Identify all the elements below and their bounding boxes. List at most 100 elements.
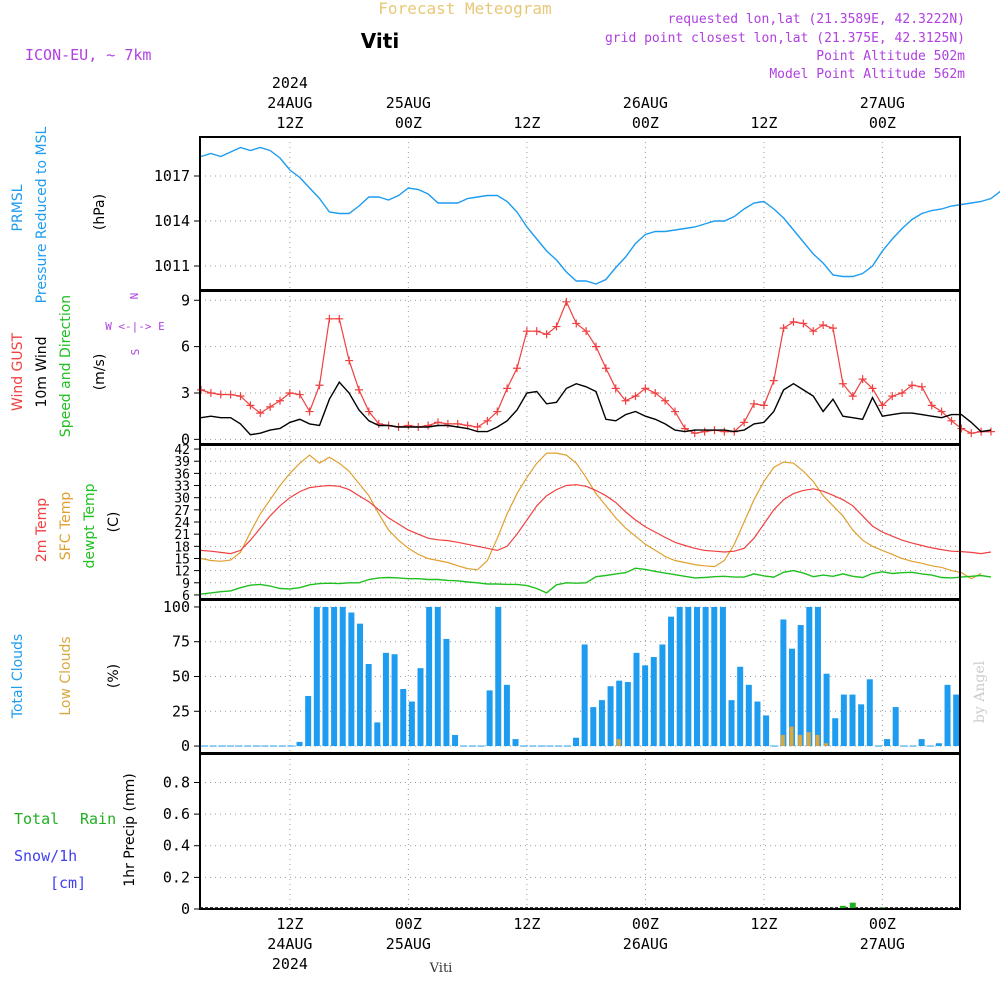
total-cloud-bar — [918, 739, 925, 747]
total-cloud-bar — [944, 684, 951, 747]
gust-point — [522, 327, 531, 336]
total-cloud-bar — [719, 606, 726, 747]
total-cloud-bar — [840, 694, 847, 747]
label-wind-gust: Wind GUST — [10, 332, 26, 411]
total-cloud-bar — [633, 652, 640, 747]
frame-layer — [199, 136, 961, 910]
top-time-label: 25AUG — [386, 94, 431, 112]
gust-point — [868, 384, 877, 393]
label-total-clouds: Total Clouds — [10, 634, 26, 719]
gust-point — [335, 314, 344, 323]
gust-point — [562, 297, 571, 306]
total-cloud-bar — [573, 737, 580, 747]
gust-point — [315, 381, 324, 390]
panel-frame — [199, 136, 961, 291]
label-sfc-temp: SFC Temp — [58, 492, 74, 561]
bottom-time-label: 00Z — [395, 915, 422, 933]
total-cloud-bar — [382, 652, 389, 747]
gust-point — [967, 429, 976, 438]
label-low-clouds: Low Clouds — [58, 636, 74, 715]
label-dewpt-temp: dewpt Temp — [82, 483, 98, 568]
gust-point — [473, 423, 482, 431]
total-cloud-bar — [339, 606, 346, 747]
gust-point — [572, 319, 581, 328]
top-time-label: 00Z — [632, 114, 659, 132]
y-tick-label: 75 — [172, 633, 190, 651]
gust-point — [631, 392, 640, 401]
gust-point — [957, 424, 966, 433]
bottom-time-label: 25AUG — [386, 935, 431, 953]
total-cloud-bar — [434, 606, 441, 747]
compass-rose: N W <-|-> E S — [105, 293, 165, 356]
y-tick-label: 1014 — [154, 212, 190, 230]
total-cloud-bar — [503, 684, 510, 747]
gust-point — [937, 407, 946, 416]
model-altitude: Model Point Altitude 562m — [769, 67, 965, 82]
total-cloud-bar — [676, 606, 683, 747]
total-cloud-bar — [443, 638, 450, 747]
pressure-line — [200, 146, 1000, 285]
total-cloud-bar — [616, 680, 623, 747]
low-cloud-bar — [824, 743, 829, 747]
panel-frame — [199, 290, 961, 445]
label-pressure-msl: Pressure Reduced to MSL — [34, 126, 50, 303]
gust-point — [908, 381, 916, 390]
top-time-label: 27AUG — [860, 94, 905, 112]
temp-2m-line — [200, 484, 992, 555]
total-cloud-bar — [693, 606, 700, 747]
y-tick-label: 50 — [172, 668, 190, 686]
label-percent: (%) — [106, 664, 122, 688]
gust-point — [601, 364, 610, 373]
y-tick-label: 25 — [172, 702, 190, 720]
total-cloud-bar — [305, 695, 312, 747]
gust-point — [285, 389, 294, 397]
point-altitude: Point Altitude 502m — [816, 49, 965, 64]
y-tick-label: 42 — [174, 443, 190, 458]
total-cloud-bar — [711, 606, 718, 747]
total-cloud-bar — [884, 739, 891, 747]
low-cloud-bar — [806, 732, 811, 747]
gust-point — [987, 427, 995, 436]
bottom-time-label: 27AUG — [860, 935, 905, 953]
total-cloud-bar — [391, 654, 398, 747]
y-tick-label: 3 — [181, 384, 190, 402]
gust-point — [206, 389, 215, 397]
total-cloud-bar — [331, 606, 338, 747]
gust-point — [216, 390, 225, 399]
gust-point — [927, 401, 936, 410]
top-time-label: 12Z — [276, 114, 303, 132]
total-cloud-bar — [892, 707, 899, 747]
gust-point — [226, 390, 235, 399]
y-tick-label: 27 — [174, 504, 190, 519]
gust-point — [661, 396, 670, 405]
gust-point — [720, 427, 729, 436]
y-tick-label: 9 — [182, 577, 190, 592]
total-cloud-bar — [486, 690, 493, 747]
gust-point — [236, 392, 245, 401]
gust-point — [295, 390, 304, 399]
total-cloud-bar — [590, 707, 597, 747]
total-cloud-bar — [789, 648, 796, 747]
gust-point — [641, 384, 650, 393]
y-tick-label: 0.2 — [163, 868, 190, 886]
total-cloud-bar — [357, 623, 364, 747]
gust-point — [493, 407, 502, 416]
y-tick-label: 30 — [174, 492, 190, 507]
compass-north: N — [128, 293, 141, 300]
total-cloud-bar — [495, 606, 502, 747]
total-cloud-bar — [650, 657, 657, 747]
label-snow-1h: Snow/1h — [14, 847, 77, 865]
bottom-time-label: 00Z — [869, 915, 896, 933]
gust-point — [592, 342, 600, 351]
y-tick-label: 9 — [181, 291, 190, 309]
total-cloud-bar — [814, 606, 821, 747]
label-2m-temp: 2m Temp — [34, 498, 50, 562]
label-celsius: (C) — [106, 512, 122, 533]
y-tick-label: 6 — [181, 338, 190, 356]
grid-point-coords: grid point closest lon,lat (21.375E, 42.… — [605, 31, 965, 46]
y-tick-label: 0.6 — [163, 805, 190, 823]
total-cloud-bar — [953, 694, 960, 747]
grid-layer — [200, 137, 960, 910]
gust-point — [364, 407, 373, 416]
